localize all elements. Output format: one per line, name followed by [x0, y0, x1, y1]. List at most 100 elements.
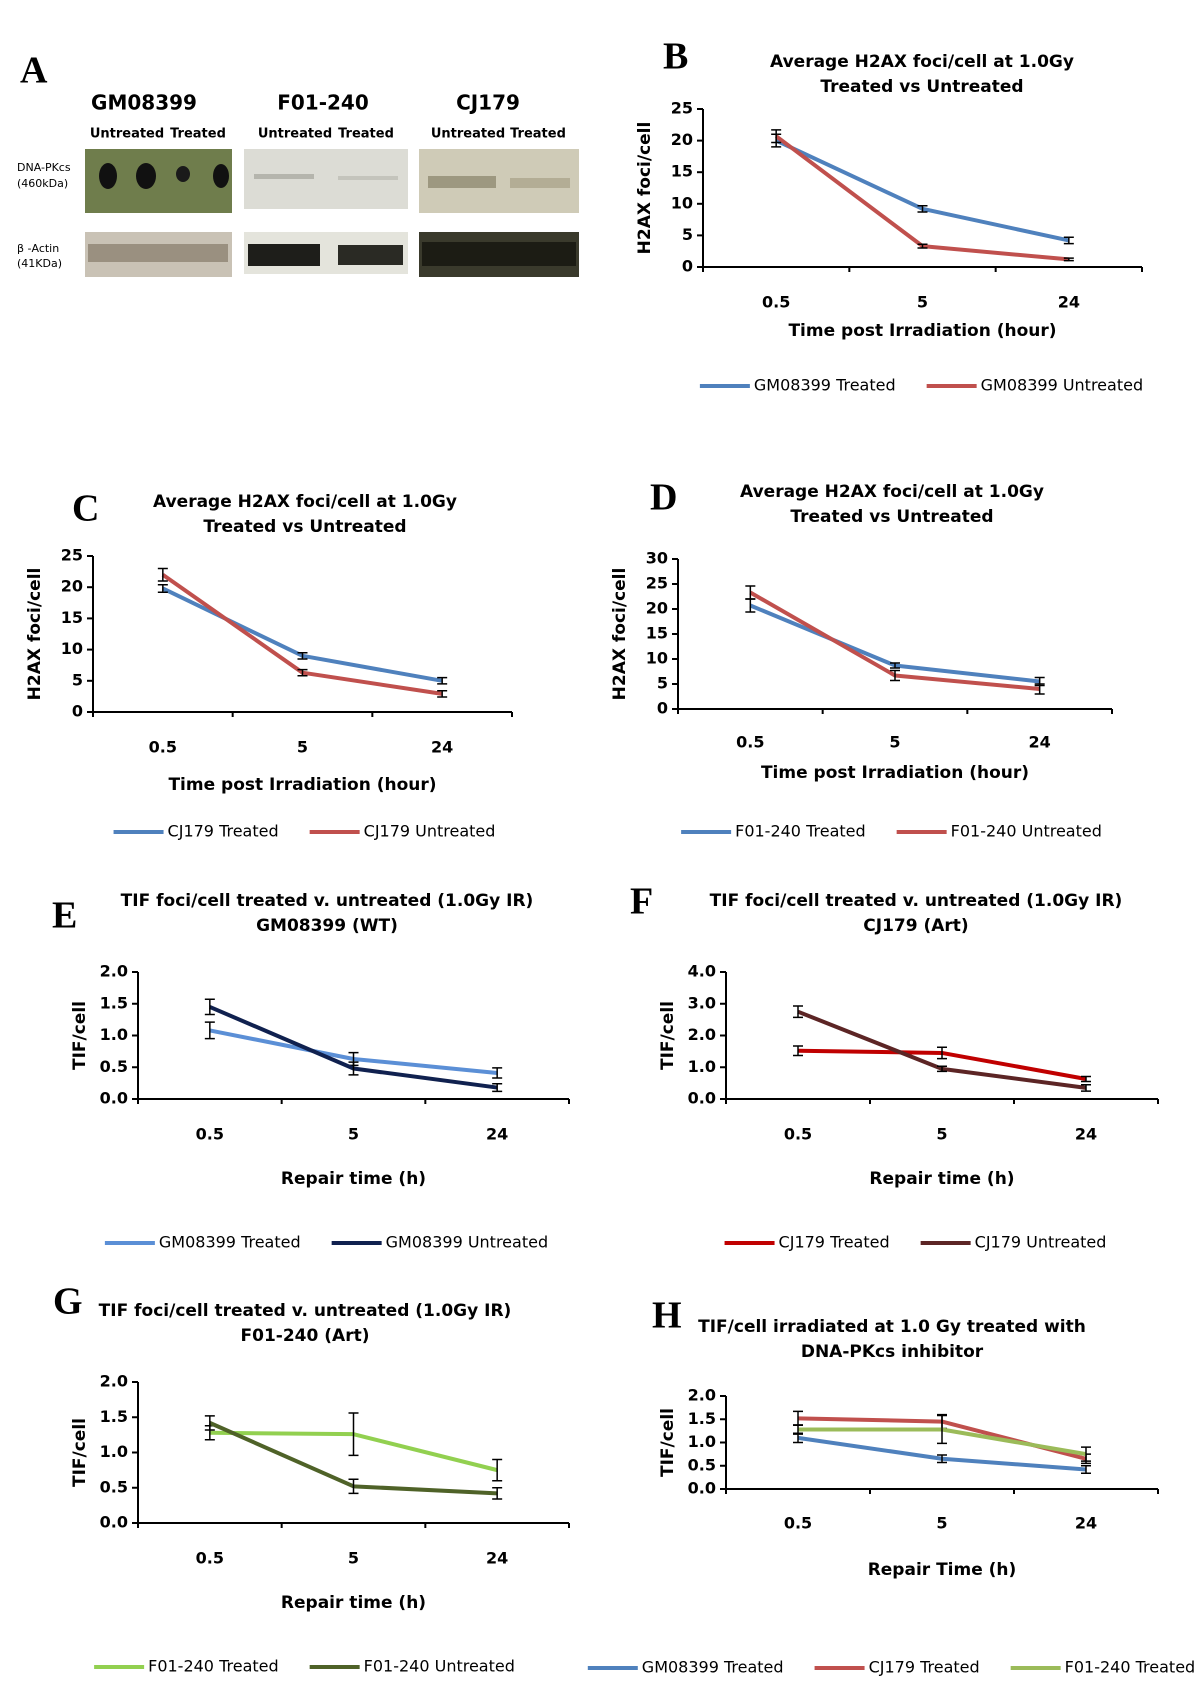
y-tick-label: 20: [61, 577, 83, 596]
y-axis-label: H2AX foci/cell: [25, 568, 45, 701]
panel-letter: A: [20, 50, 48, 92]
chart-title: Average H2AX foci/cell at 1.0Gy: [770, 52, 1074, 72]
error-bar: [348, 1412, 359, 1457]
x-tick-label: 5: [889, 733, 900, 752]
error-bar: [890, 669, 900, 682]
y-tick-label: 0.0: [688, 1479, 716, 1498]
series-line: [774, 134, 1070, 262]
panel-letter: B: [663, 36, 688, 78]
y-tick-label: 20: [646, 599, 668, 618]
error-bar: [437, 676, 448, 685]
y-tick-label: 5: [657, 674, 668, 693]
y-axis-label: TIF/cell: [658, 1001, 678, 1070]
blot-images: [85, 149, 579, 277]
chart-title: Average H2AX foci/cell at 1.0Gy: [740, 482, 1044, 502]
legend-label: F01-240 Treated: [735, 822, 866, 841]
error-bar: [297, 668, 308, 677]
y-tick-label: 0.0: [688, 1089, 716, 1108]
panel-letter: D: [650, 477, 677, 519]
legend-label: CJ179 Treated: [779, 1233, 890, 1252]
band: [338, 245, 403, 265]
x-tick-label: 5: [936, 1514, 947, 1533]
legend-label: CJ179 Untreated: [975, 1233, 1107, 1252]
y-tick-label: 5: [72, 670, 83, 689]
error-bar: [492, 1487, 503, 1500]
error-bar: [793, 1005, 803, 1019]
error-bar: [1063, 257, 1074, 262]
series-line: [775, 138, 1070, 243]
y-tick-label: 2.0: [688, 1025, 716, 1044]
panel-letter: F: [630, 881, 653, 923]
error-bar: [745, 585, 756, 600]
y-tick-label: 10: [671, 193, 693, 212]
y-tick-label: 1.5: [100, 993, 128, 1012]
y-tick-label: 0.0: [100, 1089, 128, 1108]
legend-label: GM08399 Treated: [642, 1658, 784, 1677]
x-tick-label: 24: [1075, 1125, 1097, 1144]
x-tick-label: 24: [486, 1125, 508, 1144]
error-bar: [793, 1424, 803, 1435]
error-bar: [937, 1414, 947, 1445]
error-bar: [1034, 683, 1045, 695]
lane-label: Untreated: [258, 127, 332, 142]
x-tick-label: 5: [297, 738, 308, 757]
x-tick-label: 0.5: [784, 1514, 812, 1533]
y-tick-label: 25: [646, 574, 668, 593]
y-tick-label: 25: [61, 546, 83, 565]
band: [422, 242, 576, 266]
chart-title: Treated vs Untreated: [790, 507, 993, 527]
y-tick-label: 1.0: [688, 1432, 716, 1451]
error-bar: [297, 651, 308, 660]
y-tick-label: 0.5: [100, 1057, 128, 1076]
y-tick-label: 20: [671, 130, 693, 149]
band: [176, 166, 190, 182]
y-tick-label: 0: [682, 257, 693, 276]
row-label: β -Actin: [17, 242, 59, 255]
y-tick-label: 5: [682, 225, 693, 244]
x-axis-label: Repair time (h): [281, 1593, 426, 1613]
chart-title: DNA-PKcs inhibitor: [801, 1342, 984, 1362]
y-axis-label: TIF/cell: [70, 1418, 90, 1487]
legend-label: GM08399 Treated: [159, 1233, 301, 1252]
y-axis-label: H2AX foci/cell: [635, 122, 655, 255]
panel-letter: E: [52, 895, 77, 937]
error-bar: [492, 1458, 503, 1482]
legend-label: GM08399 Treated: [754, 376, 896, 395]
panel-letter: G: [53, 1281, 83, 1323]
x-tick-label: 0.5: [149, 738, 177, 757]
lane-label: Treated: [338, 127, 394, 142]
x-axis-label: Repair Time (h): [868, 1560, 1017, 1580]
lane-label: Treated: [170, 127, 226, 142]
row-label: DNA-PKcs: [17, 161, 71, 174]
y-tick-label: 10: [646, 649, 668, 668]
y-tick-label: 2.0: [688, 1386, 716, 1405]
y-axis-label: TIF/cell: [658, 1408, 678, 1477]
cell-line: F01-240: [277, 91, 369, 115]
x-tick-label: 0.5: [784, 1125, 812, 1144]
x-axis-label: Time post Irradiation (hour): [788, 321, 1056, 341]
error-bar: [157, 567, 168, 582]
row-label: (460kDa): [17, 177, 68, 190]
error-bar: [348, 1061, 359, 1076]
x-tick-label: 24: [431, 738, 453, 757]
y-tick-label: 10: [61, 639, 83, 658]
x-tick-label: 0.5: [196, 1549, 224, 1568]
error-bar: [437, 690, 448, 698]
error-bar: [937, 1065, 947, 1073]
y-axis-label: TIF/cell: [70, 1001, 90, 1070]
error-bar: [937, 1046, 947, 1060]
x-tick-label: 5: [348, 1125, 359, 1144]
error-bar: [204, 1415, 215, 1431]
x-tick-label: 24: [1029, 733, 1051, 752]
legend-label: CJ179 Treated: [869, 1658, 980, 1677]
band: [213, 164, 229, 188]
y-tick-label: 15: [671, 162, 693, 181]
row-label: (41KDa): [17, 257, 62, 270]
panel-letter: C: [72, 488, 99, 530]
y-tick-label: 15: [61, 608, 83, 627]
x-tick-label: 0.5: [736, 733, 764, 752]
y-tick-label: 30: [646, 549, 668, 568]
legend-label: GM08399 Untreated: [981, 376, 1143, 395]
band: [88, 244, 228, 262]
